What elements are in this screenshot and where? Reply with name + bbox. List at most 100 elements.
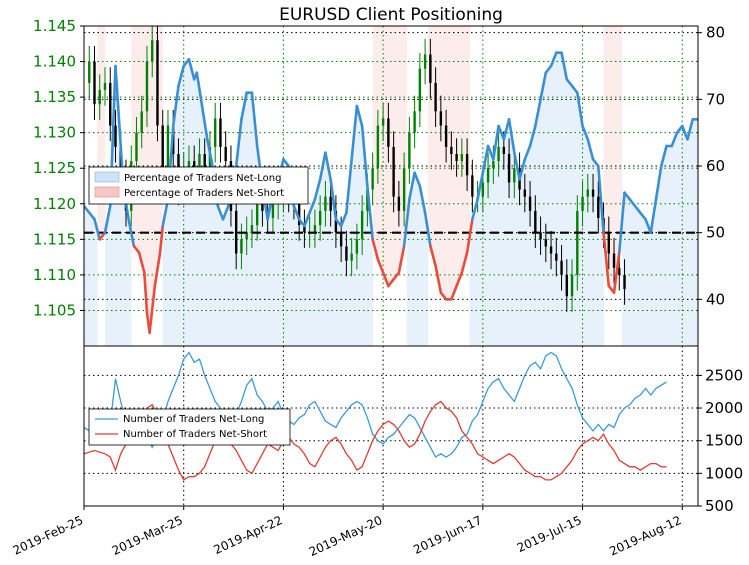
net-long-band: [283, 161, 287, 346]
candle-body: [481, 182, 485, 197]
net-short-band: [154, 26, 158, 278]
net-short-pct-segment: [450, 284, 458, 301]
net-long-band: [409, 192, 413, 346]
net-short-band: [461, 26, 465, 268]
net-short-band: [438, 26, 442, 286]
candle-body: [486, 168, 490, 183]
net-long-band: [94, 224, 98, 346]
net-long-band: [367, 199, 371, 346]
net-long-band: [498, 129, 502, 346]
legend-label-short-pct: Percentage of Traders Net-Short: [124, 188, 284, 199]
net-long-band: [419, 192, 423, 346]
net-long-band: [223, 216, 227, 346]
candle-body: [544, 239, 548, 247]
net-long-band: [577, 101, 581, 346]
net-short-band: [404, 26, 408, 235]
candle-body: [345, 246, 348, 261]
net-long-band: [178, 81, 182, 346]
net-long-band: [280, 164, 284, 346]
top-legend: Percentage of Traders Net-Long Percentag…: [88, 166, 309, 205]
net-long-pct-segment: [623, 191, 632, 201]
net-long-pct-segment: [345, 158, 353, 214]
date-axis: 2019-Feb-25 2019-Mar-25 2019-Apr-22 2019-Ma…: [11, 506, 684, 559]
net-long-band: [514, 159, 518, 346]
candle-body: [145, 61, 149, 112]
net-long-pct-segment: [200, 104, 209, 141]
net-long-band: [293, 209, 297, 346]
net-long-pct-segment: [350, 104, 359, 161]
candle-body: [513, 168, 516, 183]
net-long-pct-segment: [560, 51, 569, 81]
net-long-band: [317, 184, 321, 346]
net-long-band: [215, 196, 219, 346]
net-long-band: [635, 207, 639, 346]
legend-label-long-pct: Percentage of Traders Net-Long: [124, 173, 282, 184]
net-long-band: [417, 182, 421, 346]
count-tick-label: 2500: [705, 366, 743, 384]
net-long-band: [480, 179, 484, 346]
price-axis: 1.105 1.110 1.115 1.120 1.125 1.130 1.135 1.140…: [33, 17, 84, 319]
net-long-band: [304, 222, 308, 346]
net-long-pct-segment: [423, 211, 432, 248]
net-long-band: [128, 226, 132, 346]
candle-body: [224, 146, 227, 162]
candle-body: [366, 189, 369, 211]
price-tick-label: 1.140: [33, 53, 76, 71]
trader-count-lines: [84, 351, 667, 481]
net-long-band: [322, 159, 326, 346]
candle-body: [586, 189, 589, 197]
net-long-pct-segment: [586, 138, 595, 161]
net-long-band: [488, 149, 492, 346]
net-long-band: [278, 174, 282, 346]
candle-body: [140, 111, 143, 133]
candle-body: [313, 225, 317, 233]
candle-body: [297, 203, 301, 226]
net-long-band: [553, 56, 557, 346]
net-long-pct-segment: [308, 198, 317, 214]
net-long-pct-segment: [633, 204, 642, 214]
net-long-band: [351, 146, 355, 346]
candle-body: [355, 239, 359, 254]
net-long-band: [582, 129, 586, 346]
net-long-band: [648, 229, 652, 346]
net-long-band: [666, 146, 670, 346]
net-long-pct-segment: [413, 171, 422, 188]
candle-body: [234, 210, 238, 254]
legend-label-long-count: Number of Traders Net-Long: [123, 414, 264, 425]
net-long-band: [181, 71, 185, 346]
net-short-band: [398, 26, 402, 266]
net-long-band: [330, 189, 334, 346]
net-long-band: [301, 224, 305, 346]
net-long-band: [228, 202, 232, 346]
net-long-band: [173, 116, 177, 346]
net-short-band: [427, 26, 431, 238]
net-long-band: [220, 216, 224, 346]
net-long-band: [175, 96, 179, 346]
candle-body: [93, 61, 96, 105]
net-long-band: [225, 209, 229, 346]
net-long-pct-segment: [114, 64, 120, 108]
net-long-band: [120, 166, 124, 346]
net-short-pct-segment: [381, 271, 390, 288]
candle-body: [187, 161, 191, 169]
net-long-band: [530, 141, 534, 346]
price-tick-label: 1.110: [33, 266, 76, 284]
net-long-band: [199, 97, 203, 346]
percent-tick-label: 50: [706, 224, 725, 242]
net-long-band: [246, 92, 250, 346]
net-long-band: [291, 196, 295, 346]
net-long-band: [406, 211, 410, 346]
percent-tick-label: 80: [706, 24, 725, 42]
net-short-band: [464, 26, 468, 258]
net-long-band: [191, 74, 195, 346]
net-long-pct-segment: [195, 71, 204, 108]
candle-body: [156, 40, 159, 126]
net-short-band: [603, 26, 607, 246]
net-long-pct-segment: [528, 124, 537, 148]
net-long-pct-segment: [240, 91, 248, 121]
candle-body: [413, 111, 416, 133]
candle-body: [271, 203, 275, 218]
date-tick-label: 2019-Mar-25: [110, 513, 185, 558]
candle-body: [576, 210, 579, 275]
bottom-legend: Number of Traders Net-Long Number of Tra…: [88, 408, 291, 446]
